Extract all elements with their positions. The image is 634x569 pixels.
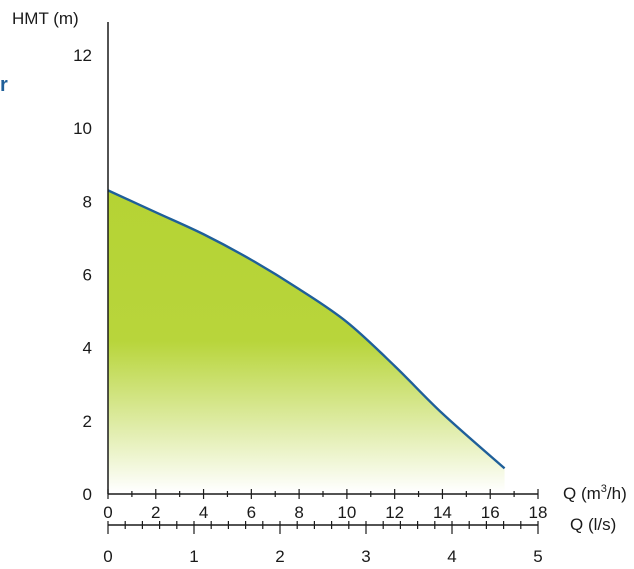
x2-tick-label: 2 bbox=[275, 547, 284, 566]
x-tick-label: 0 bbox=[103, 503, 112, 522]
y-tick-labels: 0 2 4 6 8 10 12 bbox=[73, 46, 92, 504]
x2-tick-label: 0 bbox=[103, 547, 112, 566]
y-tick-label: 6 bbox=[83, 266, 92, 285]
y-tick-label: 8 bbox=[83, 192, 92, 211]
x-axis-label: Q (m3/h) bbox=[563, 483, 627, 503]
x-tick-label: 14 bbox=[433, 503, 452, 522]
y-tick-label: 4 bbox=[83, 339, 92, 358]
x-tick-label: 8 bbox=[294, 503, 303, 522]
performance-area bbox=[108, 190, 505, 492]
x-tick-label: 2 bbox=[151, 503, 160, 522]
x2-axis-label: Q (l/s) bbox=[570, 515, 616, 534]
y-axis-label: HMT (m) bbox=[12, 9, 79, 28]
x-tick-label: 6 bbox=[247, 503, 256, 522]
x-tick-label: 12 bbox=[385, 503, 404, 522]
y-tick-label: 12 bbox=[73, 46, 92, 65]
y-tick-label: 10 bbox=[73, 119, 92, 138]
y-tick-label: 0 bbox=[83, 485, 92, 504]
x2-tick-label: 1 bbox=[189, 547, 198, 566]
x-tick-label: 18 bbox=[529, 503, 548, 522]
performance-curve bbox=[107, 189, 506, 470]
y-tick-label: 2 bbox=[83, 412, 92, 431]
x-axis-ticks: 0 2 4 6 8 10 12 14 16 18 bbox=[103, 489, 547, 522]
x2-tick-label: 3 bbox=[361, 547, 370, 566]
x-tick-label: 10 bbox=[337, 503, 356, 522]
stray-letter: r bbox=[0, 74, 8, 96]
x2-axis-ticks: 0 1 2 3 4 5 bbox=[103, 521, 543, 566]
x-tick-label: 4 bbox=[199, 503, 208, 522]
x-tick-label: 16 bbox=[481, 503, 500, 522]
x2-tick-label: 5 bbox=[533, 547, 542, 566]
x2-tick-label: 4 bbox=[447, 547, 456, 566]
